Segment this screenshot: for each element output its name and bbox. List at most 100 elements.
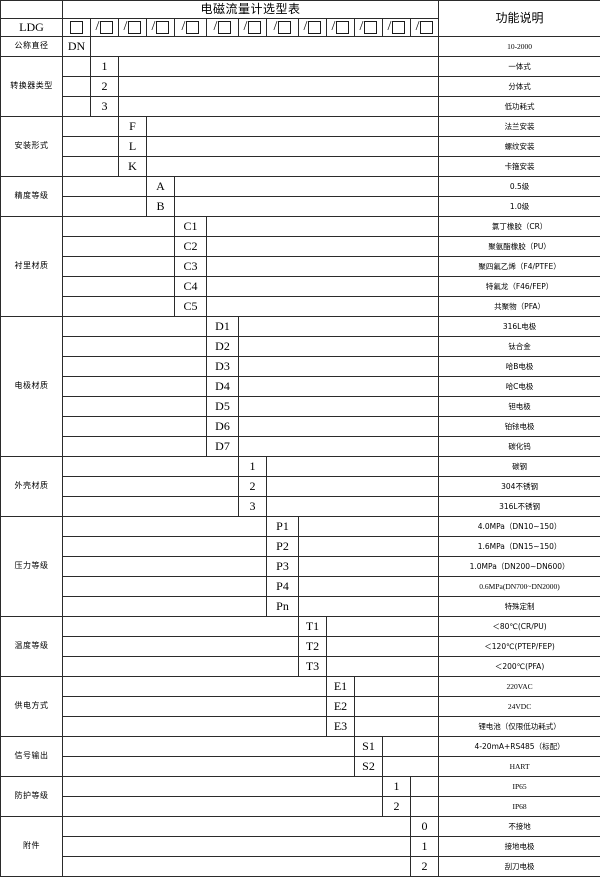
spacer-right — [267, 477, 439, 497]
code-cell-4-2[interactable]: B — [147, 197, 175, 217]
code-cell-11-2[interactable]: S2 — [355, 757, 383, 777]
code-cell-9-3[interactable]: T3 — [299, 657, 327, 677]
spacer-left — [63, 637, 299, 657]
spacer-left — [63, 817, 411, 837]
code-box-9[interactable]: / — [299, 19, 327, 37]
code-box-12[interactable]: / — [383, 19, 411, 37]
code-box-7[interactable]: / — [239, 19, 267, 37]
code-cell-6-6[interactable]: D6 — [207, 417, 239, 437]
code-cell-2-3[interactable]: 3 — [91, 97, 119, 117]
code-cell-12-2[interactable]: 2 — [383, 797, 411, 817]
param-label-10: 供电方式 — [1, 677, 63, 737]
spacer-left — [63, 577, 267, 597]
code-cell-1-1[interactable]: DN — [63, 37, 91, 57]
code-cell-8-5[interactable]: Pn — [267, 597, 299, 617]
code-cell-5-2[interactable]: C2 — [175, 237, 207, 257]
description-cell-8-5: 特殊定制 — [439, 597, 600, 617]
code-cell-2-1[interactable]: 1 — [91, 57, 119, 77]
code-cell-11-1[interactable]: S1 — [355, 737, 383, 757]
code-cell-5-1[interactable]: C1 — [175, 217, 207, 237]
code-cell-8-3[interactable]: P3 — [267, 557, 299, 577]
spacer-right — [239, 337, 439, 357]
code-cell-3-2[interactable]: L — [119, 137, 147, 157]
spacer-left — [63, 397, 207, 417]
description-cell-6-1: 316L电极 — [439, 317, 600, 337]
param-label-11: 信号输出 — [1, 737, 63, 777]
description-cell-6-2: 钛合金 — [439, 337, 600, 357]
code-cell-6-4[interactable]: D4 — [207, 377, 239, 397]
code-box-glyph — [156, 21, 169, 34]
code-cell-5-4[interactable]: C4 — [175, 277, 207, 297]
code-cell-13-3[interactable]: 2 — [411, 857, 439, 877]
spacer-left — [63, 157, 119, 177]
selection-table-sheet: 电磁流量计选型表功能说明LDG/////////////公称直径DN10-200… — [0, 0, 600, 716]
table-row: D7 碳化钨 — [1, 437, 600, 457]
spacer-right — [147, 137, 439, 157]
code-cell-4-1[interactable]: A — [147, 177, 175, 197]
code-box-6[interactable]: / — [207, 19, 239, 37]
code-cell-6-3[interactable]: D3 — [207, 357, 239, 377]
code-box-11[interactable]: / — [355, 19, 383, 37]
description-cell-6-3: 哈B电极 — [439, 357, 600, 377]
code-box-13[interactable]: / — [411, 19, 439, 37]
code-cell-6-2[interactable]: D2 — [207, 337, 239, 357]
code-cell-13-1[interactable]: 0 — [411, 817, 439, 837]
code-cell-10-1[interactable]: E1 — [327, 677, 355, 697]
spacer-left — [63, 97, 91, 117]
code-cell-6-1[interactable]: D1 — [207, 317, 239, 337]
description-cell-6-6: 铂铱电极 — [439, 417, 600, 437]
code-cell-3-3[interactable]: K — [119, 157, 147, 177]
spacer-right — [299, 517, 439, 537]
param-label-2: 转换器类型 — [1, 57, 63, 117]
code-cell-10-3[interactable]: E3 — [327, 717, 355, 737]
code-cell-6-5[interactable]: D5 — [207, 397, 239, 417]
code-cell-9-1[interactable]: T1 — [299, 617, 327, 637]
spacer-left — [63, 277, 175, 297]
code-box-8[interactable]: / — [267, 19, 299, 37]
code-box-4[interactable]: / — [147, 19, 175, 37]
code-cell-6-7[interactable]: D7 — [207, 437, 239, 457]
spacer-left — [63, 237, 175, 257]
code-box-10[interactable]: / — [327, 19, 355, 37]
code-box-5[interactable]: / — [175, 19, 207, 37]
param-label-5: 衬里材质 — [1, 217, 63, 317]
code-box-glyph — [336, 21, 349, 34]
code-cell-13-2[interactable]: 1 — [411, 837, 439, 857]
spacer-left — [63, 177, 147, 197]
spacer-left — [63, 737, 355, 757]
description-cell-9-2: ＜120℃(PTEP/FEP) — [439, 637, 600, 657]
code-cell-7-2[interactable]: 2 — [239, 477, 267, 497]
spacer-right — [207, 217, 439, 237]
spacer-right — [239, 397, 439, 417]
code-cell-3-1[interactable]: F — [119, 117, 147, 137]
code-cell-2-2[interactable]: 2 — [91, 77, 119, 97]
spacer-left — [63, 57, 91, 77]
code-cell-7-1[interactable]: 1 — [239, 457, 267, 477]
code-box-1[interactable] — [63, 19, 91, 37]
code-cell-5-5[interactable]: C5 — [175, 297, 207, 317]
code-cell-10-2[interactable]: E2 — [327, 697, 355, 717]
table-row: D6 铂铱电极 — [1, 417, 600, 437]
code-cell-7-3[interactable]: 3 — [239, 497, 267, 517]
code-cell-12-1[interactable]: 1 — [383, 777, 411, 797]
description-cell-6-7: 碳化钨 — [439, 437, 600, 457]
code-box-2[interactable]: / — [91, 19, 119, 37]
param-label-12: 防护等级 — [1, 777, 63, 817]
spacer-right — [91, 37, 439, 57]
code-cell-9-2[interactable]: T2 — [299, 637, 327, 657]
code-cell-8-1[interactable]: P1 — [267, 517, 299, 537]
description-cell-13-3: 刮刀电极 — [439, 857, 600, 877]
code-cell-8-4[interactable]: P4 — [267, 577, 299, 597]
code-box-3[interactable]: / — [119, 19, 147, 37]
spacer-left — [63, 357, 207, 377]
spacer-left — [63, 317, 207, 337]
description-cell-9-1: ＜80℃(CR/PU) — [439, 617, 600, 637]
spacer-left — [63, 217, 175, 237]
code-cell-8-2[interactable]: P2 — [267, 537, 299, 557]
code-cell-5-3[interactable]: C3 — [175, 257, 207, 277]
